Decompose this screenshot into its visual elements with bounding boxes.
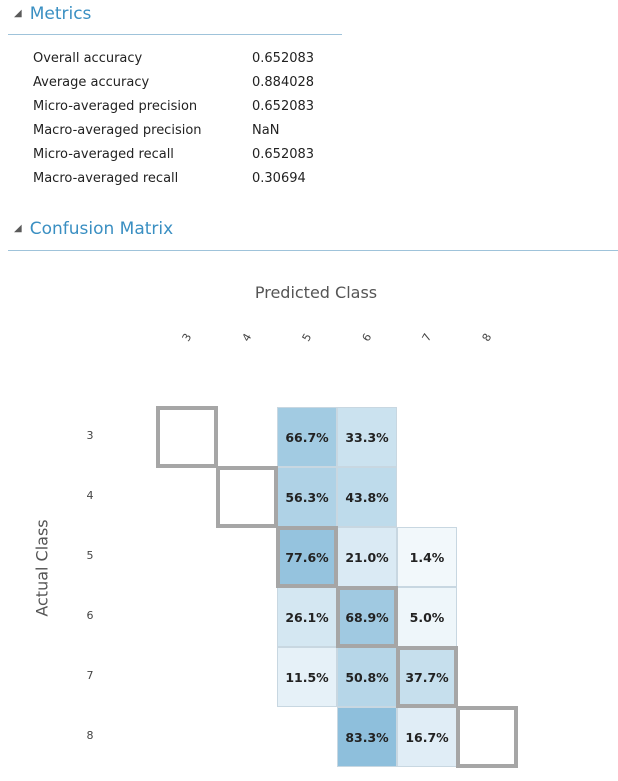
matrix-cell: 1.4% [397,527,457,587]
predicted-class-label: 7 [419,331,435,344]
metric-value: 0.652083 [252,146,315,162]
matrix-cell: 33.3% [337,407,397,467]
diagonal-cell-outline [156,406,218,468]
metric-name: Macro-averaged precision [33,122,202,138]
metric-name: Average accuracy [33,74,150,90]
metric-name: Overall accuracy [33,50,143,66]
metric-value: 0.652083 [252,50,315,66]
actual-class-title: Actual Class [32,519,52,617]
metric-name: Macro-averaged recall [33,170,179,186]
metric-row: Overall accuracy 0.652083 [33,46,333,70]
matrix-cell: 66.7% [277,407,337,467]
collapse-triangle-icon[interactable]: ◢ [14,223,22,234]
metric-row: Average accuracy 0.884028 [33,70,333,94]
actual-class-label: 5 [86,549,94,562]
metric-value: 0.30694 [252,170,306,186]
matrix-cell: 68.9% [337,587,397,647]
metric-row: Macro-averaged recall 0.30694 [33,166,333,190]
predicted-class-label: 6 [359,331,375,344]
matrix-cell: 5.0% [397,587,457,647]
metric-row: Micro-averaged precision 0.652083 [33,94,333,118]
metrics-section-header[interactable]: ◢ Metrics [0,4,91,24]
matrix-cell: 16.7% [397,707,457,767]
diagonal-cell-outline [276,526,338,588]
metric-value: 0.884028 [252,74,315,90]
predicted-class-label: 8 [479,331,495,344]
metrics-list: Overall accuracy 0.652083 Average accura… [33,46,333,190]
confusion-section-title: Confusion Matrix [29,219,174,239]
actual-class-label: 3 [86,429,94,442]
metric-value: 0.652083 [252,98,315,114]
metric-name: Micro-averaged precision [33,98,198,114]
matrix-cell: 56.3% [277,467,337,527]
metrics-section-title: Metrics [29,4,92,24]
metric-value: NaN [252,122,280,138]
actual-class-label: 8 [86,729,94,742]
actual-class-label: 4 [86,489,94,502]
matrix-cell: 43.8% [337,467,397,527]
diagonal-cell-outline [216,466,278,528]
confusion-divider [8,250,618,251]
diagonal-cell-outline [396,646,458,708]
matrix-cell: 50.8% [337,647,397,707]
metric-row: Macro-averaged precision NaN [33,118,333,142]
predicted-class-label: 4 [239,331,255,344]
predicted-class-label: 5 [299,331,315,344]
matrix-cell: 83.3% [337,707,397,767]
diagonal-cell-outline [456,706,518,768]
metric-row: Micro-averaged recall 0.652083 [33,142,333,166]
actual-class-label: 6 [86,609,94,622]
metrics-divider [8,34,342,35]
matrix-cell: 21.0% [337,527,397,587]
matrix-cell: 11.5% [277,647,337,707]
predicted-class-title: Predicted Class [254,283,378,302]
metric-name: Micro-averaged recall [33,146,174,162]
diagonal-cell-outline [336,586,398,648]
collapse-triangle-icon[interactable]: ◢ [14,8,22,19]
predicted-class-label: 3 [179,331,195,344]
matrix-cell: 26.1% [277,587,337,647]
actual-class-label: 7 [86,669,94,682]
confusion-section-header[interactable]: ◢ Confusion Matrix [0,219,173,239]
